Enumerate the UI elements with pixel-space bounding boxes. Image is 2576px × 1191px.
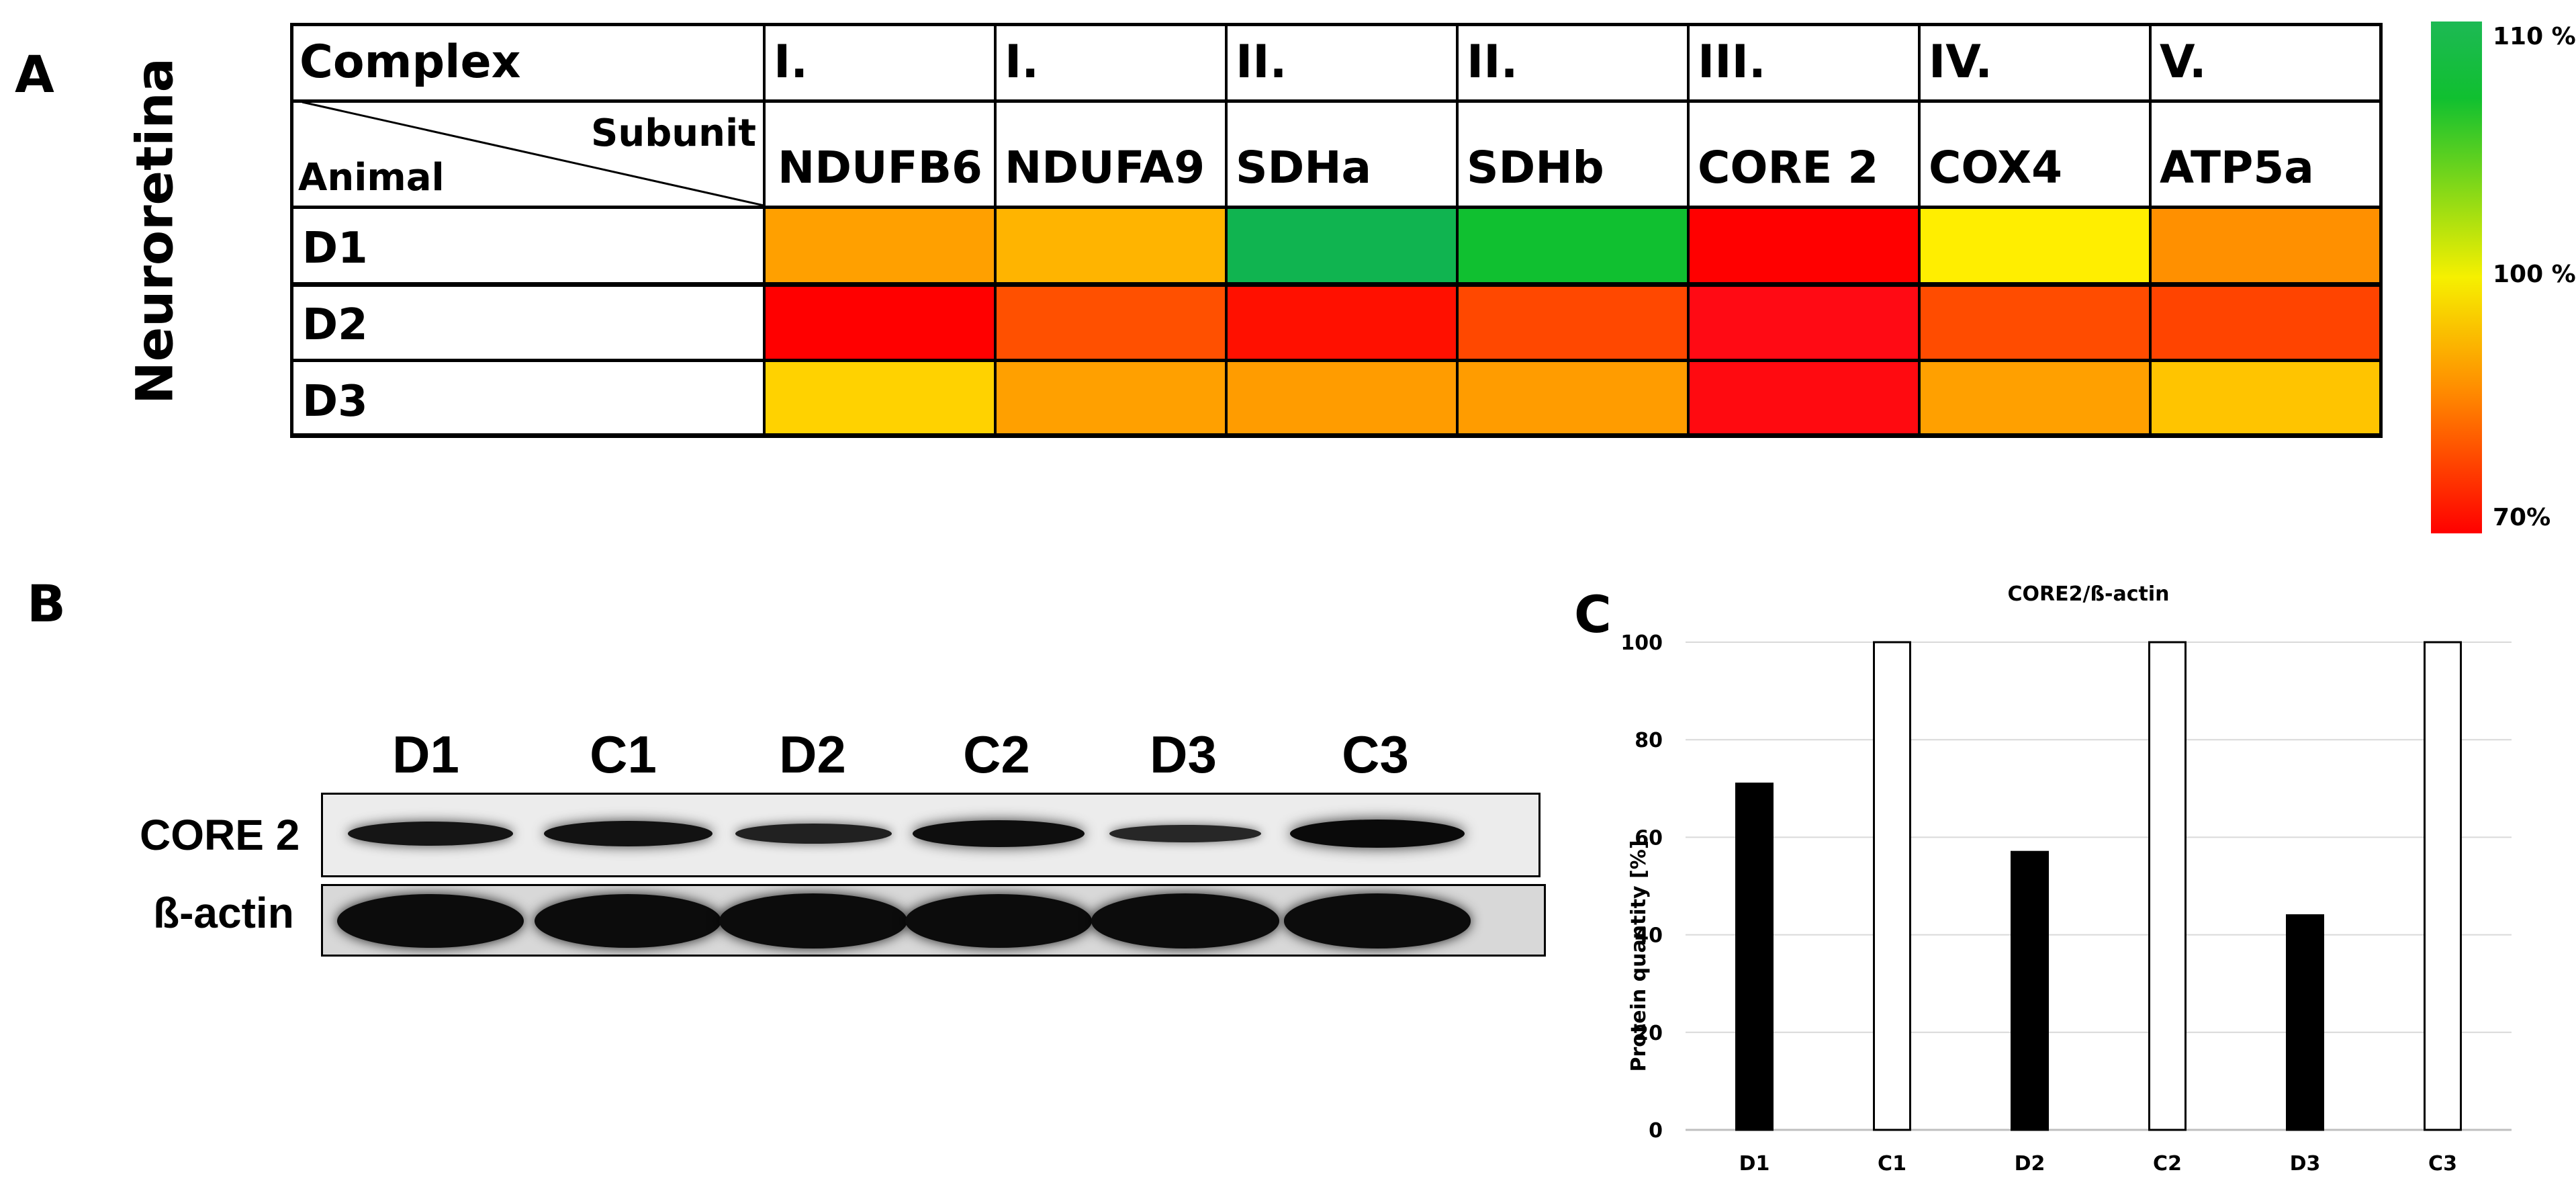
legend-mid-label: 100 %: [2493, 261, 2576, 288]
bar-d1: [1735, 783, 1774, 1131]
x-tick-label: C3: [2428, 1152, 2457, 1176]
lane-label: D2: [779, 725, 846, 784]
x-tick-label: C1: [1878, 1152, 1906, 1176]
heatmap-cell: [764, 283, 995, 360]
lane-label: D1: [392, 725, 459, 784]
animal-row-label: D3: [302, 377, 368, 427]
bar-c3: [2424, 641, 2462, 1131]
complex-label: II.: [1236, 35, 1287, 89]
heatmap-cell: [995, 360, 1226, 437]
y-tick-label: 0: [1649, 1119, 1663, 1143]
animal-row-label: D2: [302, 300, 368, 350]
diagonal-divider: [302, 101, 764, 207]
neuroretina-label: Neuroretina: [124, 58, 185, 404]
heatmap-cell: [1226, 207, 1457, 283]
core2-band: [1109, 824, 1261, 843]
subunit-label: CORE 2: [1698, 141, 1879, 193]
legend-top-label: 110 %: [2493, 23, 2576, 50]
core2-band: [347, 821, 514, 846]
chart-title: CORE2/ß-actin: [2008, 582, 2170, 606]
actin-band: [719, 893, 907, 949]
x-tick-label: D2: [2015, 1152, 2045, 1176]
actin-band: [1091, 893, 1279, 949]
heatmap-cell: [1688, 360, 1919, 437]
heatmap-cell: [764, 207, 995, 283]
color-scale-bar: [2431, 21, 2482, 533]
lane-label: C2: [963, 725, 1030, 784]
animal-row-label: D1: [302, 224, 368, 273]
legend-bottom-label: 70%: [2493, 504, 2551, 531]
subunit-label: NDUFB6: [778, 141, 982, 193]
panel-a-letter: A: [15, 44, 54, 104]
heatmap-cell: [1457, 360, 1688, 437]
heatmap-cell: [1688, 283, 1919, 360]
x-tick-label: D1: [1739, 1152, 1770, 1176]
heatmap-cell: [1457, 283, 1688, 360]
bar-c2: [2148, 641, 2187, 1131]
complex-label: V.: [2160, 35, 2207, 89]
subunit-label: SDHa: [1236, 141, 1372, 193]
complex-label: III.: [1698, 35, 1766, 89]
actin-band: [905, 893, 1092, 949]
actin-band: [535, 893, 721, 949]
x-tick-label: D3: [2290, 1152, 2321, 1176]
lane-label: C3: [1342, 725, 1409, 784]
bar-d3: [2286, 914, 2324, 1131]
panel-b-letter: B: [27, 574, 66, 633]
core2-blot: [321, 793, 1540, 877]
core2-band: [543, 820, 712, 847]
animal-header: Animal: [298, 156, 445, 200]
bar-d2: [2011, 850, 2049, 1131]
complex-label: II.: [1467, 35, 1518, 89]
actin-row-label: ß-actin: [153, 889, 294, 937]
heatmap-cell: [1688, 207, 1919, 283]
subunit-label: SDHb: [1467, 141, 1604, 193]
core2-band: [735, 823, 892, 844]
heatmap-cell: [1919, 283, 2150, 360]
heatmap-cell: [1457, 207, 1688, 283]
heatmap-cell: [995, 283, 1226, 360]
core2-row-label: CORE 2: [140, 811, 300, 859]
heatmap-cell: [1919, 207, 2150, 283]
heatmap-cell: [764, 360, 995, 437]
heatmap-cell: [2150, 207, 2383, 283]
actin-band: [1283, 893, 1471, 949]
heatmap-cell: [1919, 360, 2150, 437]
x-tick-label: C2: [2153, 1152, 2182, 1176]
heatmap-cell: [1226, 283, 1457, 360]
heatmap-cell: [2150, 360, 2383, 437]
y-tick-label: 20: [1635, 1022, 1663, 1045]
complex-label: I.: [774, 35, 809, 89]
panel-c-letter: C: [1574, 584, 1612, 644]
actin-band: [336, 893, 524, 949]
y-tick-label: 60: [1635, 826, 1663, 850]
core2-bar-chart: CORE2/ß-actin Protein quantity [%] 0 20 40…: [1620, 582, 2512, 1176]
complex-header: Complex: [300, 35, 521, 89]
bar-c1: [1873, 641, 1911, 1131]
subunit-label: ATP5a: [2160, 141, 2314, 193]
lane-label: C1: [590, 725, 657, 784]
complex-heatmap-table: Complex I. I. II. II. III. IV. V. Subuni…: [290, 23, 2383, 438]
subunit-label: NDUFA9: [1005, 141, 1205, 193]
y-tick-label: 100: [1620, 631, 1663, 655]
y-tick-label: 80: [1635, 729, 1663, 752]
y-tick-label: 40: [1635, 924, 1663, 948]
y-axis-label: Protein quantity [%]: [1627, 840, 1651, 1071]
complex-label: IV.: [1929, 35, 1992, 89]
subunit-header: Subunit: [591, 112, 756, 155]
lane-label: D3: [1150, 725, 1217, 784]
heatmap-cell: [1226, 360, 1457, 437]
actin-blot: [321, 884, 1546, 957]
heatmap-cell: [2150, 283, 2383, 360]
complex-label: I.: [1005, 35, 1040, 89]
core2-band: [913, 820, 1085, 847]
core2-band: [1290, 820, 1465, 848]
subunit-label: COX4: [1929, 141, 2062, 193]
heatmap-cell: [995, 207, 1226, 283]
